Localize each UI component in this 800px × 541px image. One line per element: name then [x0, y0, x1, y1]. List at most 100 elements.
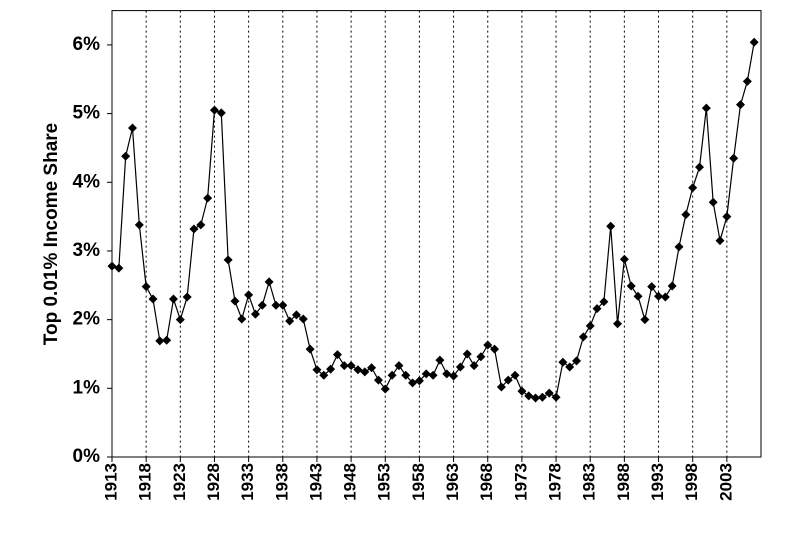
marker [326, 364, 336, 374]
x-tick-label: 1973 [511, 463, 530, 501]
marker [175, 315, 185, 325]
marker [722, 212, 732, 222]
marker [319, 370, 329, 380]
marker [278, 300, 288, 310]
marker [701, 103, 711, 113]
marker [503, 375, 513, 385]
marker [339, 361, 349, 371]
marker [168, 294, 178, 304]
marker [633, 291, 643, 301]
marker [387, 370, 397, 380]
y-tick-label: 6% [73, 34, 101, 55]
y-tick-label: 1% [73, 377, 101, 398]
marker [442, 369, 452, 379]
marker [606, 221, 616, 231]
marker [250, 309, 260, 319]
marker [708, 197, 718, 207]
plot-frame [111, 10, 762, 458]
marker [736, 100, 746, 110]
marker [203, 193, 213, 203]
marker [223, 255, 233, 265]
marker [353, 365, 363, 375]
marker [332, 350, 342, 360]
x-tick-label: 1958 [409, 463, 428, 501]
marker [455, 362, 465, 372]
marker [421, 369, 431, 379]
marker [196, 220, 206, 230]
x-tick-label: 1988 [614, 463, 633, 501]
marker [401, 370, 411, 380]
marker [305, 344, 315, 354]
marker [414, 376, 424, 386]
marker [572, 356, 582, 366]
marker [394, 361, 404, 371]
marker [531, 393, 541, 403]
marker [462, 349, 472, 359]
marker [749, 37, 759, 47]
y-tick-label: 5% [73, 103, 101, 124]
marker [114, 263, 124, 273]
marker [695, 162, 705, 172]
y-axis-label: Top 0.01% Income Share [41, 123, 62, 345]
x-tick-label: 1983 [580, 463, 599, 501]
marker [155, 336, 165, 346]
marker [537, 392, 547, 402]
marker [271, 300, 281, 310]
x-tick-label: 1918 [136, 463, 155, 501]
x-tick-label: 1998 [682, 463, 701, 501]
x-tick-label: 1928 [204, 463, 223, 501]
marker [121, 151, 131, 161]
marker [291, 310, 301, 320]
x-tick-label: 2003 [716, 463, 735, 501]
marker [599, 297, 609, 307]
marker [298, 314, 308, 324]
marker [681, 210, 691, 220]
marker [592, 304, 602, 314]
x-tick-label: 1948 [341, 463, 360, 501]
marker [264, 277, 274, 287]
marker [148, 294, 158, 304]
marker [230, 296, 240, 306]
marker [742, 76, 752, 86]
marker [360, 367, 370, 377]
marker [285, 316, 295, 326]
line [111, 42, 755, 399]
x-tick-label: 1913 [101, 463, 120, 501]
marker [127, 123, 137, 133]
marker [408, 378, 418, 388]
marker [640, 315, 650, 325]
marker [578, 332, 588, 342]
x-tick-label: 1943 [306, 463, 325, 501]
marker [565, 362, 575, 372]
marker [613, 319, 623, 329]
marker [435, 355, 445, 365]
marker [667, 281, 677, 291]
marker [428, 370, 438, 380]
marker [312, 365, 322, 375]
marker [660, 292, 670, 302]
marker [449, 371, 459, 381]
x-tick-label: 1938 [272, 463, 291, 501]
marker [373, 375, 383, 385]
marker [189, 224, 199, 234]
marker [367, 363, 377, 373]
marker [551, 392, 561, 402]
marker [490, 344, 500, 354]
marker [619, 254, 629, 264]
x-tick-label: 1933 [238, 463, 257, 501]
x-tick-label: 1993 [648, 463, 667, 501]
x-tick-label: 1968 [477, 463, 496, 501]
marker [216, 108, 226, 118]
marker [558, 357, 568, 367]
marker [647, 282, 657, 292]
marker [141, 282, 151, 292]
x-tick-label: 1923 [170, 463, 189, 501]
marker [715, 236, 725, 246]
marker [257, 300, 267, 310]
x-tick-label: 1953 [375, 463, 394, 501]
marker [162, 335, 172, 345]
marker [517, 386, 527, 396]
marker [237, 314, 247, 324]
marker [476, 352, 486, 362]
